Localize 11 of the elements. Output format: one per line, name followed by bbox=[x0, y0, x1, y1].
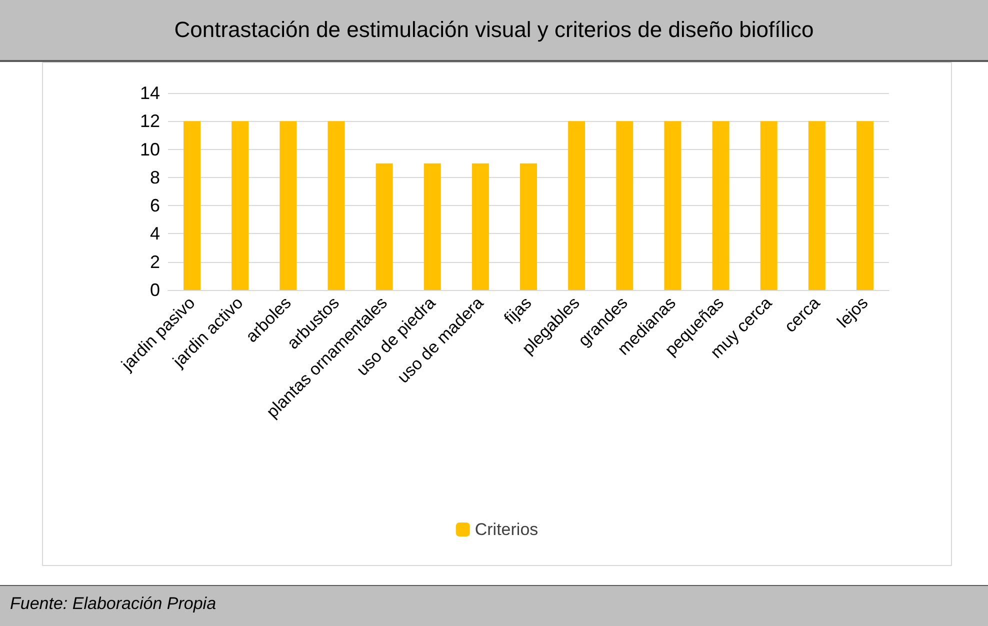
y-tick-label: 8 bbox=[150, 167, 160, 188]
legend-label: Criterios bbox=[474, 520, 538, 539]
y-tick-label: 10 bbox=[140, 139, 160, 160]
y-tick-label: 2 bbox=[150, 252, 160, 272]
chart-title: Contrastación de estimulación visual y criterios de diseño biofílico bbox=[174, 17, 814, 43]
source-note: Fuente: Elaboración Propia bbox=[10, 594, 216, 614]
y-tick-label: 4 bbox=[150, 224, 160, 244]
y-tick-label: 12 bbox=[140, 111, 160, 132]
y-tick-label: 0 bbox=[150, 280, 160, 300]
y-tick-label: 6 bbox=[150, 196, 160, 216]
y-tick-label: 14 bbox=[140, 83, 160, 103]
